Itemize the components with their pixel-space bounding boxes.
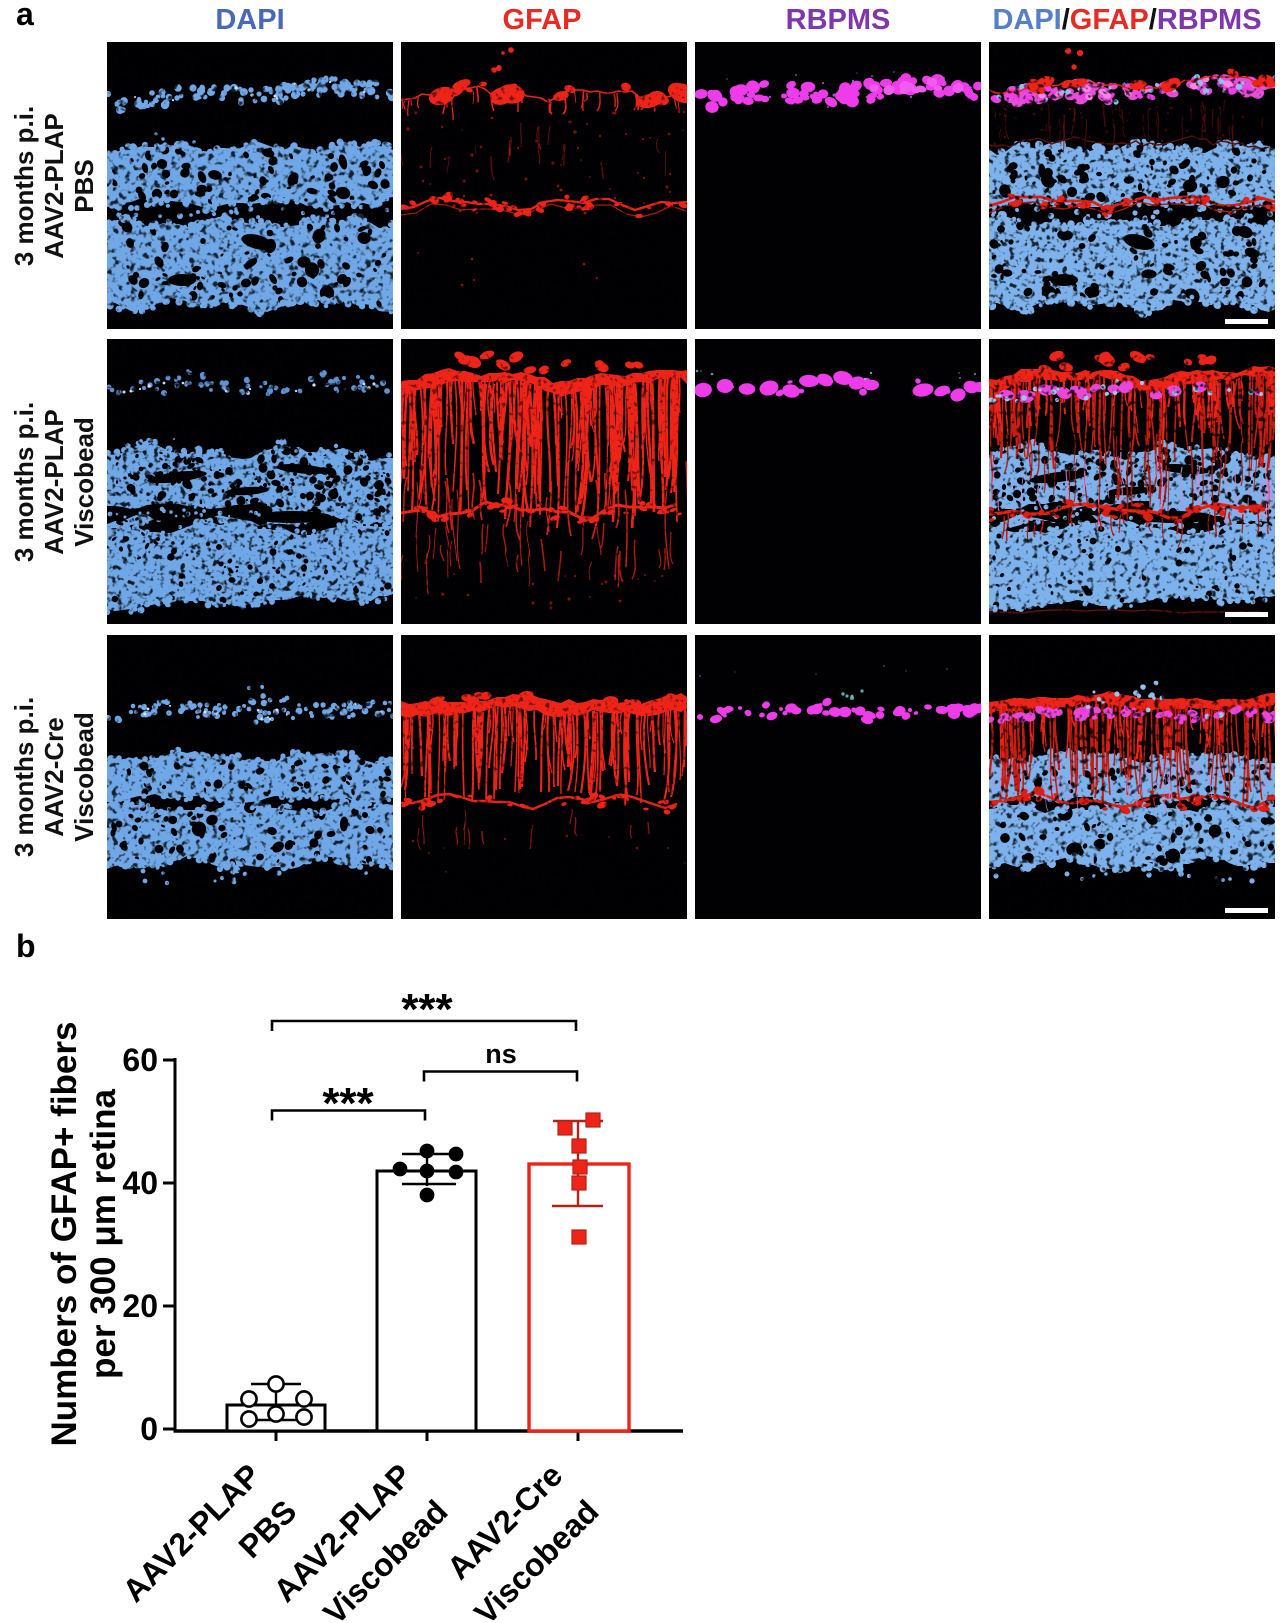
svg-text:***: *** [322,1079,374,1128]
svg-text:ns: ns [485,1039,517,1069]
svg-text:20: 20 [122,1288,158,1324]
svg-text:***: *** [401,985,453,1034]
svg-text:40: 40 [122,1165,158,1201]
svg-text:0: 0 [140,1411,158,1447]
svg-text:60: 60 [122,1042,158,1078]
